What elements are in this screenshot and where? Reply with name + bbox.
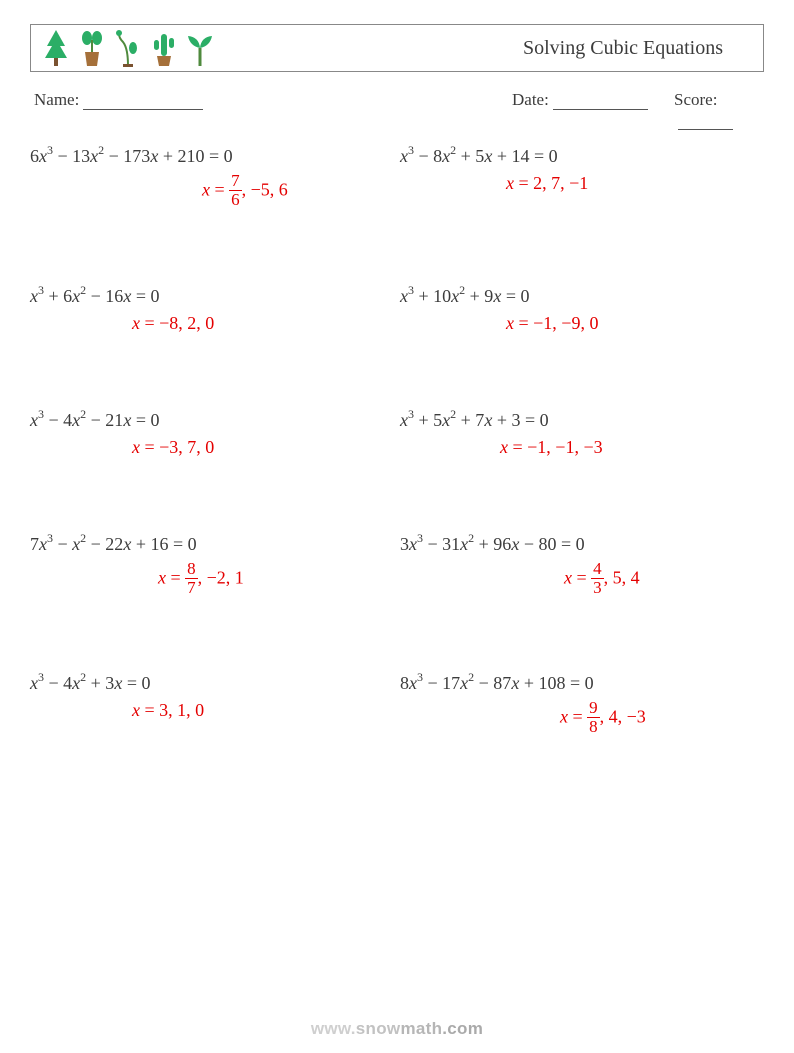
equation: 7x3 − x2 − 22x + 16 = 0 (30, 532, 400, 555)
problem-cell: 3x3 − 31x2 + 96x − 80 = 0 x = 43, 5, 4 (400, 518, 770, 658)
answer: x = −8, 2, 0 (30, 313, 400, 334)
equation: 8x3 − 17x2 − 87x + 108 = 0 (400, 671, 770, 694)
name-label: Name: (34, 90, 203, 110)
tree-icon (41, 28, 71, 68)
equation: x3 − 8x2 + 5x + 14 = 0 (400, 144, 770, 167)
problem-cell: 6x3 − 13x2 − 173x + 210 = 0 x = 76, −5, 6 (30, 130, 400, 270)
equation: x3 − 4x2 + 3x = 0 (30, 671, 400, 694)
answer: x = 87, −2, 1 (30, 561, 400, 598)
header-icons (31, 28, 215, 68)
worksheet-header: Solving Cubic Equations (30, 24, 764, 72)
sprout-wilting-icon (113, 28, 143, 68)
problem-row: x3 − 4x2 − 21x = 0 x = −3, 7, 0x3 + 5x2 +… (30, 394, 770, 518)
potted-plant-icon (77, 28, 107, 68)
answer: x = 76, −5, 6 (30, 173, 400, 210)
problem-cell: x3 − 4x2 + 3x = 0 x = 3, 1, 0 (30, 657, 400, 797)
problem-cell: 7x3 − x2 − 22x + 16 = 0 x = 87, −2, 1 (30, 518, 400, 658)
problem-row: 7x3 − x2 − 22x + 16 = 0 x = 87, −2, 13x3 … (30, 518, 770, 658)
problem-cell: x3 − 4x2 − 21x = 0 x = −3, 7, 0 (30, 394, 400, 518)
name-label-text: Name: (34, 90, 79, 109)
date-label: Date: (512, 90, 648, 110)
answer: x = 2, 7, −1 (400, 173, 770, 194)
equation: x3 + 10x2 + 9x = 0 (400, 284, 770, 307)
equation: x3 + 6x2 − 16x = 0 (30, 284, 400, 307)
problem-cell: 8x3 − 17x2 − 87x + 108 = 0 x = 98, 4, −3 (400, 657, 770, 797)
problem-row: 6x3 − 13x2 − 173x + 210 = 0 x = 76, −5, 6… (30, 130, 770, 270)
equation: 3x3 − 31x2 + 96x − 80 = 0 (400, 532, 770, 555)
score-label-text: Score: (674, 90, 717, 109)
problem-cell: x3 − 8x2 + 5x + 14 = 0 x = 2, 7, −1 (400, 130, 770, 270)
problem-row: x3 + 6x2 − 16x = 0 x = −8, 2, 0x3 + 10x2 … (30, 270, 770, 394)
problem-cell: x3 + 5x2 + 7x + 3 = 0 x = −1, −1, −3 (400, 394, 770, 518)
footer-url: www.snowmath.com (0, 1019, 794, 1039)
cactus-icon (149, 28, 179, 68)
problem-cell: x3 + 10x2 + 9x = 0 x = −1, −9, 0 (400, 270, 770, 394)
worksheet-title: Solving Cubic Equations (523, 37, 723, 60)
answer: x = 98, 4, −3 (400, 700, 770, 737)
date-label-text: Date: (512, 90, 549, 109)
score-label: Score: (674, 90, 760, 130)
equation: 6x3 − 13x2 − 173x + 210 = 0 (30, 144, 400, 167)
equation: x3 + 5x2 + 7x + 3 = 0 (400, 408, 770, 431)
problems-grid: 6x3 − 13x2 − 173x + 210 = 0 x = 76, −5, 6… (30, 130, 770, 797)
problem-cell: x3 + 6x2 − 16x = 0 x = −8, 2, 0 (30, 270, 400, 394)
answer: x = −1, −9, 0 (400, 313, 770, 334)
answer: x = −1, −1, −3 (400, 437, 770, 458)
answer: x = 43, 5, 4 (400, 561, 770, 598)
seedling-icon (185, 28, 215, 68)
equation: x3 − 4x2 − 21x = 0 (30, 408, 400, 431)
answer: x = −3, 7, 0 (30, 437, 400, 458)
problem-row: x3 − 4x2 + 3x = 0 x = 3, 1, 08x3 − 17x2 −… (30, 657, 770, 797)
answer: x = 3, 1, 0 (30, 700, 400, 721)
